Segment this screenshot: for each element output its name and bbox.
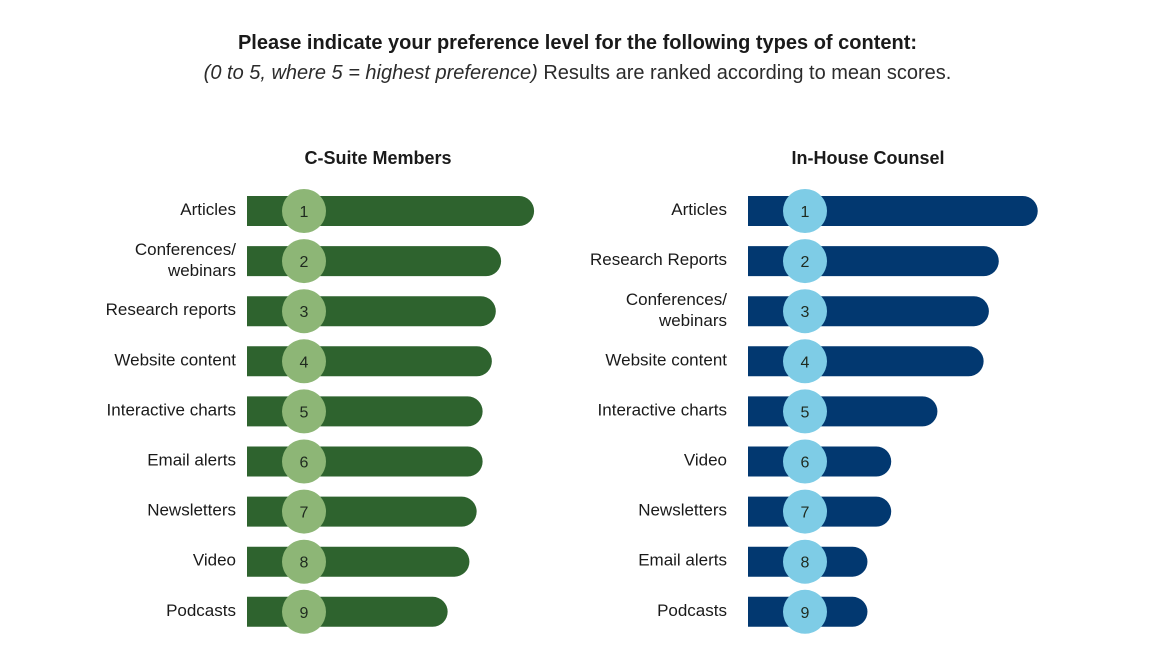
csuite-rank-badge-6 xyxy=(282,439,326,484)
counsel-rank-label-8: 8 xyxy=(801,555,810,572)
counsel-rank-label-3: 3 xyxy=(801,304,810,321)
csuite-bar-8 xyxy=(247,546,470,577)
csuite-rank-badge-7 xyxy=(282,489,326,534)
counsel-category-label-9: Podcasts xyxy=(657,601,727,620)
counsel-category-label-4: Website content xyxy=(605,350,727,369)
csuite-category-label-8: Video xyxy=(193,551,236,570)
counsel-rank-badge-4 xyxy=(783,339,827,384)
csuite-category-label-2: Conferences/webinars xyxy=(135,240,236,280)
csuite-category-label-6: Email alerts xyxy=(147,451,236,470)
csuite-rank-label-3: 3 xyxy=(300,304,309,321)
counsel-rank-label-7: 7 xyxy=(801,505,810,522)
csuite-category-label-1: Articles xyxy=(180,200,236,219)
csuite-panel: C-Suite Members 1 Articles 2 Conferences/web… xyxy=(106,148,535,634)
counsel-category-label-7: Newsletters xyxy=(638,501,727,520)
csuite-bar-9 xyxy=(247,596,448,627)
counsel-rank-label-5: 5 xyxy=(801,404,810,421)
counsel-panel: In-House Counsel 1 Articles 2 Research Repor… xyxy=(590,148,1038,634)
counsel-rank-badge-9 xyxy=(783,589,827,634)
csuite-rank-badge-2 xyxy=(282,239,326,284)
counsel-rank-badge-8 xyxy=(783,539,827,584)
chart-title: Please indicate your preference level fo… xyxy=(237,32,918,54)
scale-note: (0 to 5, where 5 = highest preference) xyxy=(203,62,538,84)
csuite-bar-7 xyxy=(247,496,477,527)
csuite-rank-badge-9 xyxy=(282,589,326,634)
counsel-rank-badge-6 xyxy=(783,439,827,484)
counsel-rank-label-2: 2 xyxy=(801,254,810,271)
counsel-category-label-2: Research Reports xyxy=(590,250,727,269)
csuite-rank-badge-3 xyxy=(282,289,326,334)
csuite-rank-label-4: 4 xyxy=(300,354,309,371)
csuite-category-label-4: Website content xyxy=(114,350,236,369)
counsel-rank-badge-3 xyxy=(783,289,827,334)
counsel-category-label-3: Conferences/webinars xyxy=(626,290,727,330)
csuite-category-label-9: Podcasts xyxy=(166,601,236,620)
csuite-category-label-3: Research reports xyxy=(106,300,236,319)
csuite-rank-badge-4 xyxy=(282,339,326,384)
ranking-note: Results are ranked according to mean sco… xyxy=(537,62,952,84)
counsel-category-label-8: Email alerts xyxy=(638,551,727,570)
counsel-rank-badge-7 xyxy=(783,489,827,534)
chart-heading: Please indicate your preference level fo… xyxy=(0,28,1155,88)
csuite-rank-label-8: 8 xyxy=(300,555,309,572)
csuite-rank-label-2: 2 xyxy=(300,254,309,271)
counsel-panel-title: In-House Counsel xyxy=(791,148,944,168)
counsel-rank-label-6: 6 xyxy=(801,455,810,472)
csuite-rank-label-1: 1 xyxy=(300,204,309,221)
counsel-rank-badge-2 xyxy=(783,239,827,284)
csuite-rank-label-5: 5 xyxy=(300,404,309,421)
counsel-rank-label-1: 1 xyxy=(801,204,810,221)
csuite-rank-label-7: 7 xyxy=(300,505,309,522)
counsel-rank-badge-1 xyxy=(783,189,827,233)
csuite-rank-label-6: 6 xyxy=(300,455,309,472)
csuite-rank-badge-8 xyxy=(282,539,326,584)
csuite-category-label-5: Interactive charts xyxy=(107,400,236,419)
counsel-rank-label-4: 4 xyxy=(801,354,810,371)
counsel-bar-5 xyxy=(748,396,938,427)
csuite-category-label-7: Newsletters xyxy=(147,501,236,520)
chart-subtitle: (0 to 5, where 5 = highest preference) R… xyxy=(0,58,1155,88)
counsel-category-label-1: Articles xyxy=(671,200,727,219)
counsel-rank-label-9: 9 xyxy=(801,605,810,622)
csuite-rank-label-9: 9 xyxy=(300,605,309,622)
counsel-category-label-5: Interactive charts xyxy=(598,400,727,419)
counsel-category-label-6: Video xyxy=(684,451,727,470)
csuite-panel-title: C-Suite Members xyxy=(304,148,451,168)
counsel-rank-badge-5 xyxy=(783,389,827,434)
csuite-rank-badge-1 xyxy=(282,189,326,233)
csuite-rank-badge-5 xyxy=(282,389,326,434)
